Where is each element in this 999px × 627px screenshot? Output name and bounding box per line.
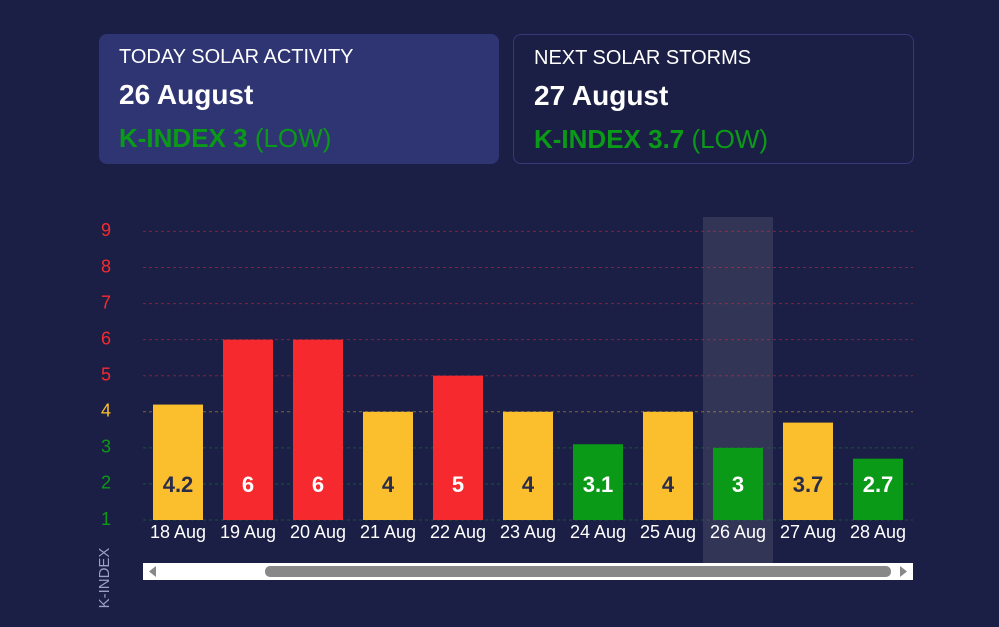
scroll-thumb[interactable] xyxy=(265,566,891,577)
value-label: 3.7 xyxy=(793,472,824,497)
y-tick-label: 3 xyxy=(101,437,111,457)
card-index: K-INDEX 3 (LOW) xyxy=(119,123,499,154)
bar xyxy=(783,422,833,520)
card-index: K-INDEX 3.7 (LOW) xyxy=(534,124,913,155)
x-tick-label: 26 Aug xyxy=(710,522,766,542)
y-tick-label: 6 xyxy=(101,328,111,348)
x-tick-label: 21 Aug xyxy=(360,522,416,542)
value-label: 5 xyxy=(452,472,464,497)
bar xyxy=(153,404,203,520)
scroll-right[interactable] xyxy=(900,566,907,577)
y-tick-label: 9 xyxy=(101,220,111,240)
y-tick-label: 1 xyxy=(101,509,111,529)
value-label: 6 xyxy=(312,472,324,497)
x-tick-label: 22 Aug xyxy=(430,522,486,542)
x-tick-label: 27 Aug xyxy=(780,522,836,542)
scroll-left[interactable] xyxy=(149,566,156,577)
bar xyxy=(573,444,623,520)
y-tick-label: 7 xyxy=(101,292,111,312)
y-tick-label: 8 xyxy=(101,256,111,276)
y-tick-label: 2 xyxy=(101,473,111,493)
next-card: NEXT SOLAR STORMS 27 August K-INDEX 3.7 … xyxy=(513,34,914,164)
x-tick-label: 25 Aug xyxy=(640,522,696,542)
bar xyxy=(713,447,763,520)
card-date: 27 August xyxy=(534,80,669,111)
value-label: 4 xyxy=(382,472,395,497)
bar xyxy=(433,375,483,520)
bar xyxy=(853,458,903,520)
card-title: NEXT SOLAR STORMS xyxy=(534,47,752,69)
value-label: 4 xyxy=(662,472,675,497)
y-tick-label: 5 xyxy=(101,364,111,384)
x-tick-label: 19 Aug xyxy=(220,522,276,542)
x-tick-label: 18 Aug xyxy=(150,522,206,542)
index-level: (LOW) xyxy=(254,123,332,153)
value-label: 3 xyxy=(732,472,744,497)
value-label: 6 xyxy=(242,472,254,497)
today-card: TODAY SOLAR ACTIVITY 26 August K-INDEX 3… xyxy=(99,34,499,164)
value-label: 4.2 xyxy=(163,472,194,497)
x-tick-label: 28 Aug xyxy=(850,522,906,542)
card-title: TODAY SOLAR ACTIVITY xyxy=(119,46,354,68)
y-axis-label: K-INDEX xyxy=(96,548,113,609)
x-tick-label: 20 Aug xyxy=(290,522,346,542)
value-label: 4 xyxy=(522,472,535,497)
index-value: K-INDEX 3 xyxy=(119,123,248,153)
x-tick-label: 24 Aug xyxy=(570,522,626,542)
x-tick-label: 23 Aug xyxy=(500,522,556,542)
index-value: K-INDEX 3.7 xyxy=(534,124,685,154)
y-tick-label: 4 xyxy=(101,401,111,421)
bar xyxy=(293,339,343,520)
index-level: (LOW) xyxy=(691,124,769,154)
bar xyxy=(363,411,413,520)
bar xyxy=(503,411,553,520)
card-date: 26 August xyxy=(119,79,254,110)
value-label: 2.7 xyxy=(863,472,894,497)
bar xyxy=(223,339,273,520)
bar xyxy=(643,411,693,520)
value-label: 3.1 xyxy=(583,472,614,497)
